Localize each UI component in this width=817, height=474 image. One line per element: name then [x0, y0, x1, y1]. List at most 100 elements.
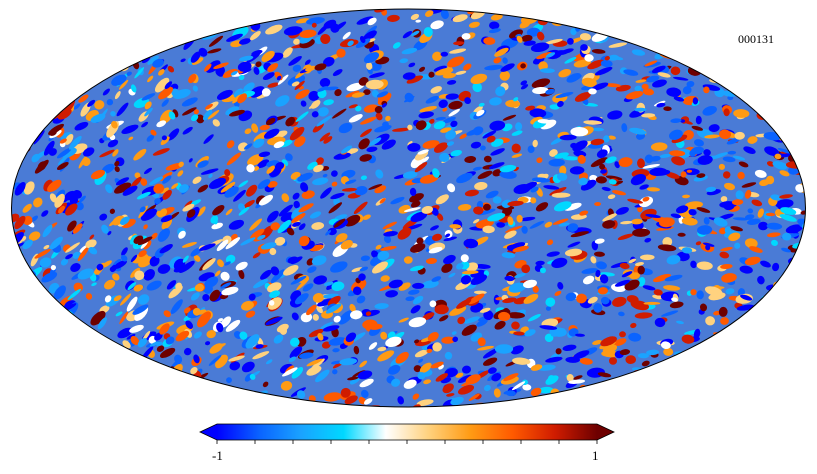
fluctuation-blob [594, 238, 605, 244]
fluctuation-blob [192, 307, 201, 316]
fluctuation-blob [213, 62, 229, 70]
fluctuation-blob [555, 91, 574, 99]
fluctuation-blob [143, 240, 152, 250]
fluctuation-blob [657, 244, 677, 252]
fluctuation-blob [495, 86, 506, 97]
fluctuation-blob [208, 177, 227, 189]
fluctuation-blob [513, 97, 519, 102]
fluctuation-blob [433, 142, 448, 153]
fluctuation-blob [233, 88, 244, 98]
fluctuation-blob [527, 314, 541, 322]
fluctuation-blob [766, 161, 775, 167]
fluctuation-blob [94, 100, 105, 110]
fluctuation-blob [457, 374, 472, 384]
fluctuation-blob [107, 139, 119, 148]
fluctuation-blob [682, 86, 692, 95]
fluctuation-blob [659, 153, 672, 158]
fluctuation-blob [143, 224, 148, 230]
fluctuation-blob [332, 69, 343, 77]
fluctuation-blob [704, 286, 723, 297]
fluctuation-blob [558, 222, 570, 227]
fluctuation-blob [583, 275, 595, 285]
fluctuation-blob [276, 75, 282, 81]
fluctuation-blob [50, 265, 56, 271]
fluctuation-blob [696, 290, 704, 300]
fluctuation-blob [356, 295, 366, 304]
fluctuation-blob [672, 76, 689, 81]
fluctuation-blob [579, 33, 592, 41]
fluctuation-blob [779, 170, 790, 177]
fluctuation-blob [126, 71, 132, 76]
fluctuation-blob [270, 266, 280, 276]
fluctuation-blob [592, 127, 605, 132]
fluctuation-blob [427, 332, 439, 342]
fluctuation-blob [311, 222, 325, 230]
fluctuation-blob [141, 93, 156, 101]
fluctuation-blob [200, 168, 219, 175]
fluctuation-blob [439, 152, 450, 163]
fluctuation-blob [602, 344, 618, 354]
fluctuation-blob [489, 97, 502, 106]
fluctuation-blob [260, 242, 277, 250]
fluctuation-blob [146, 280, 162, 291]
fluctuation-blob [22, 203, 32, 213]
fluctuation-blob [410, 13, 420, 20]
fluctuation-blob [446, 393, 455, 397]
fluctuation-blob [67, 220, 77, 232]
fluctuation-blob [665, 172, 680, 179]
fluctuation-blob [334, 89, 342, 97]
fluctuation-blob [641, 83, 649, 90]
fluctuation-blob [413, 365, 422, 373]
fluctuation-blob [472, 166, 483, 171]
fluctuation-blob [743, 146, 756, 154]
fluctuation-blob [266, 165, 275, 174]
fluctuation-blob [317, 332, 324, 341]
fluctuation-blob [409, 265, 424, 272]
fluctuation-blob [351, 92, 365, 98]
fluctuation-blob [111, 74, 127, 86]
fluctuation-blob [543, 185, 560, 190]
fluctuation-blob [539, 325, 558, 330]
fluctuation-blob [182, 203, 195, 212]
fluctuation-blob [705, 316, 715, 326]
fluctuation-blob [369, 137, 382, 146]
fluctuation-blob [243, 82, 255, 93]
fluctuation-blob [629, 127, 647, 135]
fluctuation-blob [114, 166, 120, 173]
fluctuation-blob [193, 331, 202, 339]
fluctuation-blob [461, 33, 471, 40]
fluctuation-blob [175, 282, 182, 290]
fluctuation-blob [291, 213, 306, 223]
fluctuation-blob [747, 136, 758, 144]
fluctuation-blob [502, 206, 513, 216]
fluctuation-blob [292, 192, 300, 200]
fluctuation-blob [238, 206, 250, 216]
fluctuation-blob [360, 175, 367, 180]
fluctuation-blob [747, 208, 754, 214]
fluctuation-blob [545, 297, 556, 307]
fluctuation-blob [192, 85, 199, 92]
fluctuation-blob [306, 304, 317, 316]
fluctuation-blob [212, 205, 225, 216]
fluctuation-blob [285, 153, 293, 162]
fluctuation-blob [299, 352, 314, 359]
fluctuation-blob [456, 172, 473, 184]
fluctuation-blob [261, 88, 271, 97]
fluctuation-blob [181, 97, 198, 107]
fluctuation-blob [317, 86, 329, 92]
fluctuation-blob [122, 185, 138, 196]
fluctuation-blob [619, 349, 631, 356]
fluctuation-blob [72, 223, 83, 234]
fluctuation-blob [359, 360, 368, 368]
fluctuation-blob [317, 107, 329, 117]
fluctuation-blob [198, 243, 216, 251]
fluctuation-blob [722, 156, 736, 163]
fluctuation-blob [732, 217, 749, 221]
fluctuation-blob [363, 89, 371, 96]
fluctuation-blob [37, 161, 47, 171]
fluctuation-blob [369, 72, 385, 78]
fluctuation-blob [744, 256, 761, 266]
fluctuation-blob [323, 56, 335, 67]
fluctuation-blob [637, 265, 645, 275]
fluctuation-blob [511, 143, 521, 153]
